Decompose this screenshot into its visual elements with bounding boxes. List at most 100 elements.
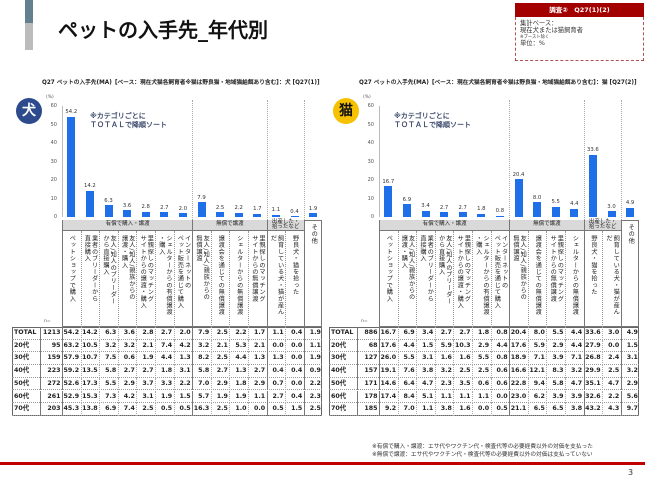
bar-value-label: 2.7 — [439, 204, 449, 211]
bar-value-label: 1.7 — [253, 206, 262, 213]
row-n-count: 886 — [357, 327, 379, 340]
table-cell: 0.0 — [602, 339, 621, 353]
category-label-cell: インターネットの ペット販売を通じて購入 — [490, 231, 510, 327]
row-label: 30代 — [14, 354, 30, 362]
bar — [440, 212, 449, 217]
table-cell: 0.0 — [266, 339, 286, 353]
table-cell: 1.9 — [136, 352, 155, 366]
y-tick-label: 40 — [367, 140, 374, 146]
table-cell: 1.8 — [472, 327, 491, 340]
row-n-count: 203 — [40, 403, 62, 416]
table-cell: 2.2 — [602, 390, 621, 404]
table-cell: 52.9 — [62, 390, 81, 404]
table-cell: 0.7 — [266, 377, 286, 391]
table-cell: 0.6 — [117, 352, 137, 366]
bar — [271, 214, 280, 217]
row-n-count: 272 — [40, 377, 62, 391]
table-cell: 2.2 — [229, 327, 248, 340]
y-tick-label: 30 — [367, 158, 374, 165]
table-cell: 8.3 — [546, 365, 565, 378]
bar-value-label: 0.8 — [495, 208, 505, 215]
table-cell: 3.9 — [546, 390, 565, 404]
table-cell: 3.8 — [565, 403, 584, 416]
table-cell: 17.3 — [80, 377, 100, 391]
table-cell: 3.2 — [565, 365, 584, 378]
table-cell: 2.9 — [472, 339, 491, 353]
table-cell: 2.5 — [472, 365, 491, 378]
category-label-cell: その他 — [303, 220, 323, 327]
table-cell: 4.2 — [117, 390, 137, 404]
table-cell: 57.9 — [62, 352, 81, 366]
table-cell: 5.5 — [546, 327, 565, 340]
table-cell: 16.7 — [379, 327, 398, 340]
table-cell: 0.4 — [285, 365, 304, 378]
table-cell: 4.4 — [397, 339, 417, 353]
bar — [253, 213, 262, 217]
y-tick-label: 10 — [367, 195, 374, 202]
table-cell: 23.0 — [509, 390, 528, 404]
table-cell: 10.7 — [80, 352, 100, 366]
table-cell: 1.9 — [303, 327, 323, 340]
base-value: 現在犬または猫飼育者 — [520, 27, 583, 35]
chart-subtitle: Q27 ペットの入手先(MA)【ベース：現在犬猫各飼育者※猫は野良猫・地域猫給餌… — [359, 80, 637, 86]
n-label: n= — [44, 319, 51, 324]
page-title: ペットの入手先_年代別 — [58, 18, 268, 42]
category-label-cell: ペットショップで購入 — [62, 231, 81, 327]
table-row: 60代 261 52.9 15.3 7.3 4.2 3.1 1.9 1.5 5.7 1.9 1.9 1.… — [12, 390, 323, 404]
y-tick-label: 30 — [50, 158, 57, 165]
table-cell: 2.3 — [434, 377, 454, 391]
bar — [290, 216, 299, 217]
table-cell: 3.8 — [416, 365, 435, 378]
category-label: ペットショップで購入 — [68, 235, 76, 302]
table-cell: 0.5 — [155, 403, 174, 416]
table-row: 50代 171 14.6 6.4 4.7 2.3 3.5 0.6 0.6 22.8 9.4 5.8 4.… — [329, 377, 640, 391]
table-cell: 4.3 — [602, 403, 621, 416]
footer-divider — [0, 462, 645, 465]
table-cell: 7.0 — [192, 377, 211, 391]
title-accent-bar-bottom — [25, 23, 33, 50]
table-cell: 0.8 — [490, 352, 510, 366]
y-tick-label: 10 — [50, 195, 57, 202]
category-label-cell: 里親探しのマッチング サイトからの譲渡・購入 — [453, 231, 472, 327]
category-label: 業者のブリーダーから 直接購入 — [83, 235, 98, 302]
category-label-cell: 譲渡会を通じての無償譲渡 — [210, 231, 230, 327]
title-accent-bar-top — [25, 0, 33, 23]
table-row: 20代 68 17.6 4.4 1.5 5.9 10.3 2.9 4.4 17.6 5.9 2.9 4.… — [329, 339, 640, 353]
category-group-header: 有償で購入・譲渡 — [62, 220, 193, 231]
group-separator-line — [192, 100, 194, 220]
table-cell: 1.8 — [155, 365, 174, 378]
y-tick-label: 0 — [53, 214, 57, 220]
bar — [402, 204, 411, 217]
bar-value-label: 3.6 — [122, 202, 132, 209]
base-label: 集計ベース： — [520, 20, 558, 27]
table-cell: 4.2 — [173, 339, 193, 353]
table-cell: 0.6 — [490, 365, 510, 378]
table-cell: 1.1 — [266, 327, 286, 340]
y-tick-label: 60 — [50, 103, 57, 109]
table-cell: 2.5 — [303, 403, 323, 416]
category-group-header: 出産した・ 拾ったなど — [583, 219, 621, 231]
bar-value-label: 2.7 — [458, 204, 467, 211]
table-cell: 35.1 — [583, 377, 603, 391]
sort-note-line-1: ※カテゴリごとに — [90, 112, 146, 120]
category-group-header: 出産した・ 拾ったなど — [266, 219, 304, 231]
table-cell: 1.1 — [248, 390, 267, 404]
bar-value-label: 6.9 — [402, 196, 412, 203]
table-cell: 5.6 — [620, 390, 640, 404]
table-cell: 6.3 — [99, 327, 118, 340]
bar — [309, 213, 318, 217]
table-row: 40代 157 19.1 7.6 3.8 3.2 2.5 2.5 0.6 16.6 12.1 8.3 3… — [329, 365, 640, 378]
group-separator-line — [509, 100, 511, 220]
table-cell: 5.1 — [416, 390, 435, 404]
category-label: ペットショップで購入 — [385, 235, 393, 302]
bar-value-label: 54.2 — [65, 109, 78, 116]
table-cell: 2.5 — [210, 352, 230, 366]
table-cell: 22.8 — [509, 377, 528, 391]
table-cell: 18.9 — [509, 352, 528, 366]
category-label: シェルターからの有償譲渡 ・購入 — [474, 235, 489, 316]
category-label: 里親探しのマッチング サイトからの譲渡・購入 — [139, 235, 154, 309]
table-row: 40代 223 59.2 13.5 5.8 2.7 2.7 1.8 3.1 5.8 2.7 1.3 2.… — [12, 365, 323, 378]
table-cell: 3.1 — [620, 352, 640, 366]
table-cell: 3.0 — [602, 327, 621, 340]
y-tick-label: 50 — [367, 121, 374, 128]
